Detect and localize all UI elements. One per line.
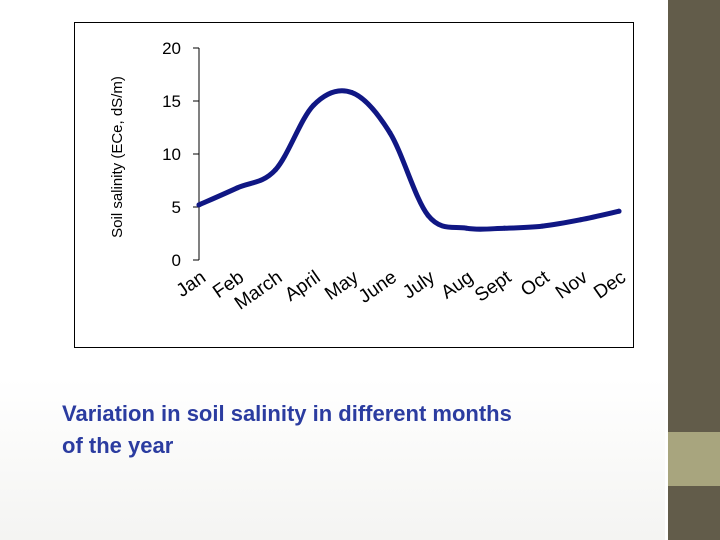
x-tick-label-may: May	[321, 267, 363, 305]
caption-line-1: Variation in soil salinity in different …	[62, 401, 512, 426]
data-point-sept	[501, 225, 507, 231]
data-point-june	[387, 130, 393, 136]
data-point-jan	[196, 202, 202, 208]
data-point-oct	[540, 223, 546, 229]
data-point-dec	[616, 208, 622, 214]
x-tick-label-aug: Aug	[437, 267, 477, 304]
data-point-march	[272, 167, 278, 173]
y-axis-title: Soil salinity (ECe, dS/m)	[109, 76, 126, 238]
side-band-top	[668, 0, 720, 432]
caption-line-2: of the year	[62, 433, 174, 458]
series-line-0	[196, 88, 622, 232]
data-point-aug	[463, 225, 469, 231]
x-tick-label-dec: Dec	[590, 267, 630, 304]
y-tick-label: 0	[172, 251, 181, 270]
data-point-may	[349, 90, 355, 96]
x-tick-label-oct: Oct	[517, 266, 554, 301]
y-tick-label: 5	[172, 198, 181, 217]
side-band-bottom	[668, 486, 720, 540]
x-tick-label-april: April	[281, 267, 324, 306]
data-point-april	[311, 102, 317, 108]
x-tick-label-june: June	[355, 267, 401, 308]
side-band-separator	[665, 0, 668, 540]
side-band-accent	[668, 432, 720, 486]
y-tick-label: 20	[162, 39, 181, 58]
slide-caption: Variation in soil salinity in different …	[62, 398, 652, 462]
x-tick-label-jan: Jan	[173, 267, 210, 302]
chart-frame: 0 5 10 15 20 Soil salinity (ECe, dS/m) Jan Feb M…	[74, 22, 634, 348]
x-tick-label-nov: Nov	[552, 267, 592, 304]
data-point-july	[425, 212, 431, 218]
x-tick-label-july: July	[399, 267, 439, 304]
x-tick-label-sept: Sept	[471, 266, 516, 306]
y-tick-label: 15	[162, 92, 181, 111]
y-tick-label: 10	[162, 145, 181, 164]
data-point-nov	[578, 217, 584, 223]
data-point-feb	[234, 185, 240, 191]
